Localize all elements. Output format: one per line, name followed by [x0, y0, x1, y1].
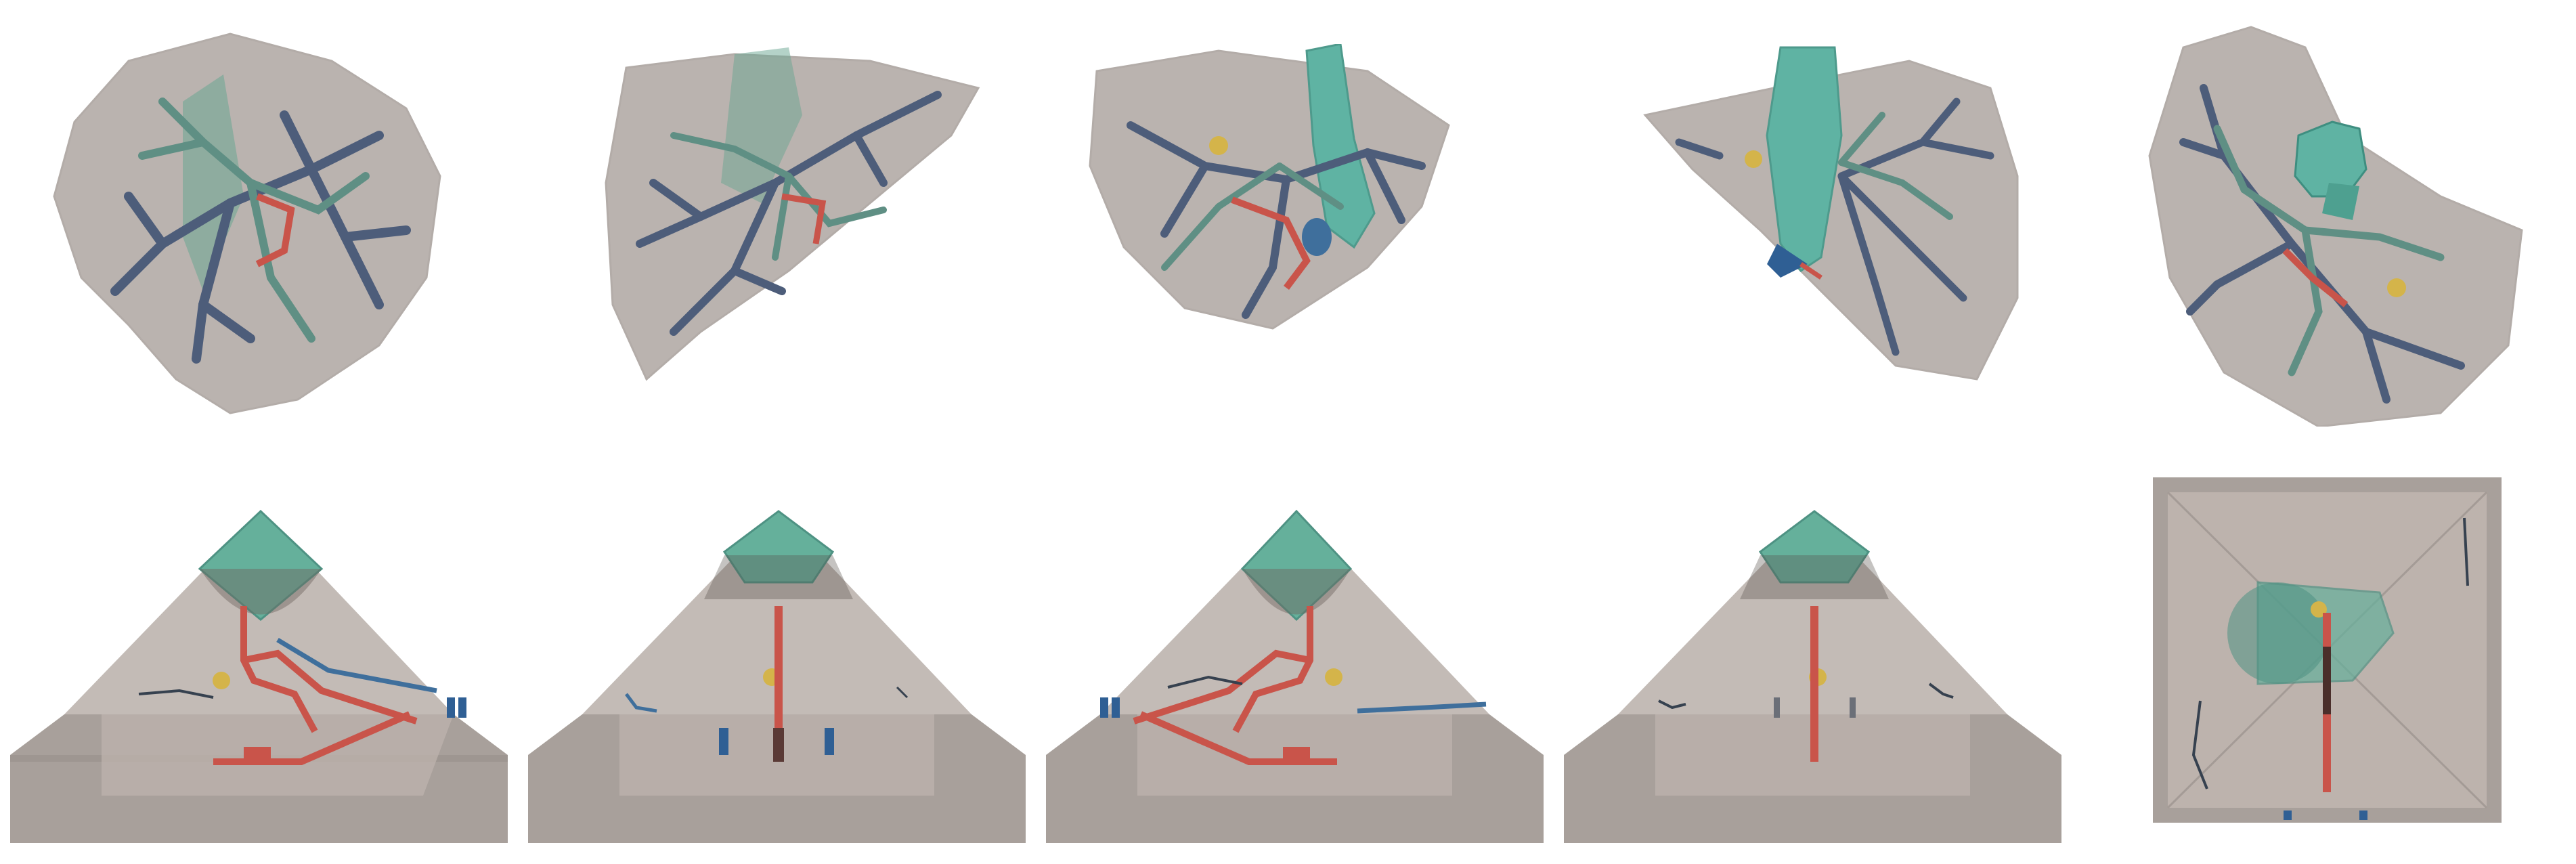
liver-view-1: [27, 20, 460, 420]
liver-render: [605, 47, 980, 381]
pyramid-phantom: [528, 510, 1026, 843]
pyramid-view-4: [1564, 504, 2061, 843]
pyramid-view-5: [2153, 477, 2502, 823]
liver-render: [1643, 46, 2019, 381]
pyramid-phantom: [10, 509, 508, 843]
tumor-marker: [213, 672, 230, 689]
liver-render: [2148, 26, 2523, 427]
pyramid-phantom: [1564, 510, 2061, 843]
pyramid-view-1: [10, 504, 508, 843]
liver-view-4: [1638, 41, 2024, 389]
liver-view-3: [1083, 44, 1459, 335]
liver-view-5: [2143, 20, 2535, 427]
tumor-marker: [2387, 278, 2406, 297]
liver-render: [53, 33, 441, 414]
liver-view-2: [599, 47, 985, 386]
tumor-marker: [1745, 150, 1762, 168]
tumor-marker: [1325, 668, 1342, 686]
pyramid-view-2: [528, 504, 1026, 843]
pyramid-view-3: [1046, 504, 1544, 843]
liver-render: [1089, 44, 1450, 330]
pyramid-phantom: [2153, 477, 2502, 823]
tumor-marker: [1209, 136, 1228, 155]
pyramid-phantom: [1046, 509, 1544, 843]
